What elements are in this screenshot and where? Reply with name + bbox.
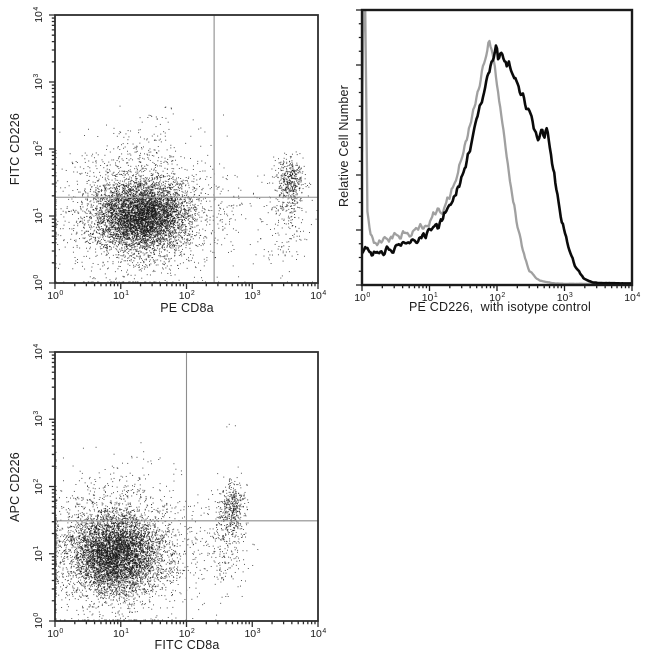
tick-label-10e1: 101 <box>112 290 130 302</box>
histogram-plot-pe-cd226 <box>362 10 632 285</box>
tick-label-10e1: 101 <box>421 292 438 304</box>
tick-label-10e0: 100 <box>47 628 64 640</box>
x-axis-label-pe-cd226-with-isotype-control: PE CD226, with isotype control <box>409 300 591 314</box>
y-axis-label-apc-cd226: APC CD226 <box>8 452 22 522</box>
x-axis-label-fitc-cd8a: FITC CD8a <box>154 638 220 652</box>
tick-label-10e0: 100 <box>33 612 45 629</box>
tick-label-10e0: 100 <box>33 274 45 291</box>
y-axis-label-fitc-cd226: FITC CD226 <box>8 112 22 186</box>
tick-label-10e2: 102 <box>33 140 45 157</box>
tick-label-10e2: 102 <box>489 292 506 304</box>
tick-label-10e4: 104 <box>33 6 45 23</box>
tick-label-10e1: 101 <box>112 628 130 640</box>
tick-label-10e3: 103 <box>33 73 45 90</box>
tick-label-10e1: 101 <box>33 545 45 562</box>
scatter-plot-apc-cd226-vs-fitc-cd8a <box>55 352 318 621</box>
y-axis-label-relative-cell-number: Relative Cell Number <box>337 84 351 208</box>
tick-label-10e4: 104 <box>624 292 641 304</box>
tick-label-10e1: 101 <box>33 207 45 224</box>
tick-label-10e2: 102 <box>178 290 195 302</box>
tick-label-10e4: 104 <box>310 628 327 640</box>
tick-label-10e0: 100 <box>354 292 371 304</box>
tick-label-10e2: 102 <box>178 628 195 640</box>
tick-label-10e0: 100 <box>47 290 64 302</box>
tick-label-10e3: 103 <box>244 290 261 302</box>
x-axis-label-pe-cd8a: PE CD8a <box>160 301 214 315</box>
tick-label-10e3: 103 <box>244 628 261 640</box>
tick-label-10e2: 102 <box>33 478 45 495</box>
tick-label-10e3: 103 <box>556 292 573 304</box>
scatter-plot-fitc-cd226-vs-pe-cd8a <box>55 15 318 283</box>
tick-label-10e4: 104 <box>310 290 327 302</box>
tick-label-10e3: 103 <box>33 410 45 428</box>
tick-label-10e4: 104 <box>33 343 45 360</box>
